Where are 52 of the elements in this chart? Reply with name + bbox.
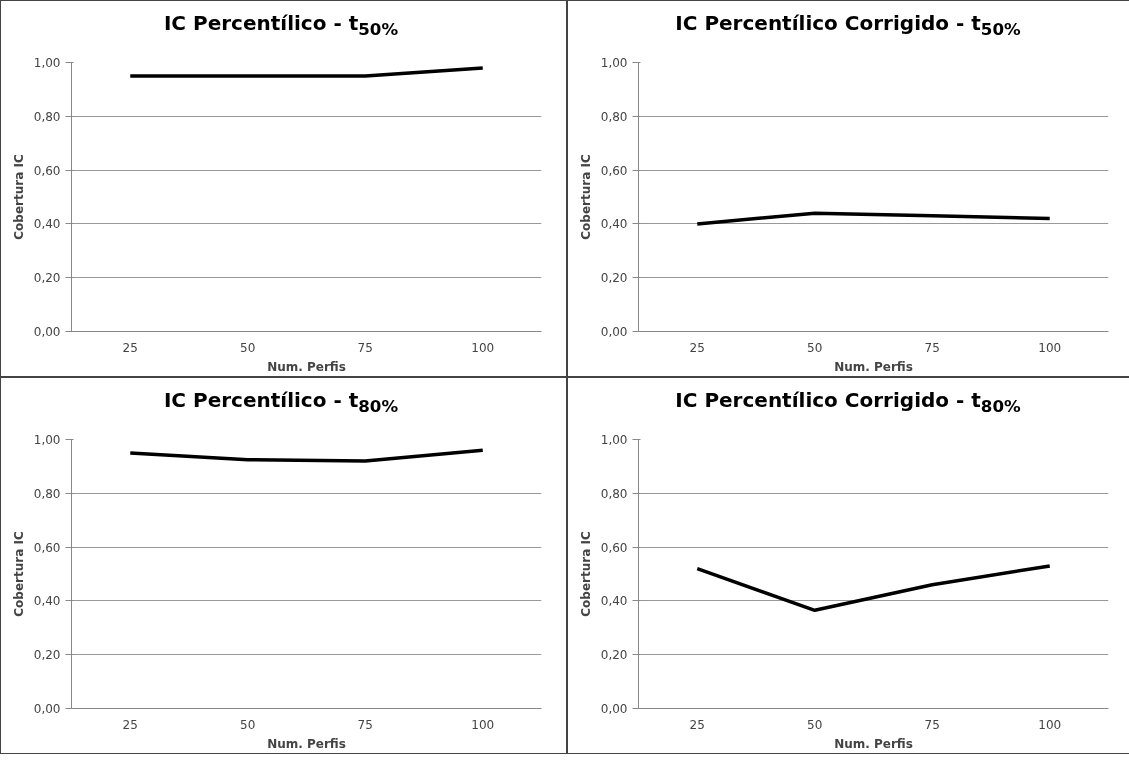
y-tick-label: 0,80	[33, 486, 61, 501]
x-tick-label: 50	[807, 340, 823, 355]
y-tick-label: 0,80	[600, 486, 628, 501]
y-tick-label: 1,00	[33, 56, 61, 70]
y-tick-label: 0,20	[600, 648, 628, 663]
x-tick-label: 100	[1038, 717, 1062, 732]
y-tick-label: 0,60	[600, 163, 628, 178]
y-tick-label: 0,40	[33, 594, 61, 609]
x-tick-label: 75	[924, 717, 940, 732]
x-tick-label: 100	[1038, 340, 1062, 355]
x-tick-label: 25	[122, 340, 138, 355]
y-tick-label: 0,40	[600, 217, 628, 232]
chart-title: IC Percentílico Corrigido - t$_{80%}$	[674, 387, 1022, 418]
y-tick-label: 0,40	[33, 217, 61, 232]
y-tick-label: 0,20	[600, 271, 628, 286]
x-axis-title: Num. Perfis	[834, 359, 913, 374]
x-tick-label: 75	[924, 340, 940, 355]
y-tick-label: 0,60	[33, 163, 61, 178]
y-tick-label: 0,20	[33, 648, 61, 663]
y-tick-label: 1,00	[33, 433, 61, 447]
x-tick-label: 100	[471, 717, 495, 732]
chart-title: IC Percentílico - t$_{50%}$	[162, 10, 400, 41]
y-tick-label: 0,40	[600, 594, 628, 609]
x-axis-title: Num. Perfis	[267, 359, 346, 374]
chart-title: IC Percentílico Corrigido - t$_{50%}$	[674, 10, 1022, 41]
x-tick-label: 50	[240, 717, 256, 732]
x-axis-title: Num. Perfis	[267, 736, 346, 751]
x-tick-label: 25	[122, 717, 138, 732]
x-tick-label: 25	[689, 340, 705, 355]
y-axis-title: Cobertura IC	[578, 531, 593, 617]
y-tick-label: 0,00	[33, 325, 61, 339]
y-tick-label: 0,60	[600, 540, 628, 555]
x-tick-label: 100	[471, 340, 495, 355]
y-axis-title: Cobertura IC	[11, 154, 26, 240]
x-axis-title: Num. Perfis	[834, 736, 913, 751]
y-tick-label: 0,20	[33, 271, 61, 286]
y-tick-label: 1,00	[600, 56, 628, 70]
y-tick-label: 0,80	[600, 109, 628, 124]
y-axis-title: Cobertura IC	[578, 154, 593, 240]
x-tick-label: 75	[357, 717, 373, 732]
x-tick-label: 50	[807, 717, 823, 732]
y-tick-label: 1,00	[600, 433, 628, 447]
x-tick-label: 75	[357, 340, 373, 355]
x-tick-label: 25	[689, 717, 705, 732]
y-tick-label: 0,00	[33, 702, 61, 716]
y-tick-label: 0,60	[33, 540, 61, 555]
y-tick-label: 0,00	[600, 702, 628, 716]
chart-title: IC Percentílico - t$_{80%}$	[162, 387, 400, 418]
y-axis-title: Cobertura IC	[11, 531, 26, 617]
y-tick-label: 0,80	[33, 109, 61, 124]
x-tick-label: 50	[240, 340, 256, 355]
y-tick-label: 0,00	[600, 325, 628, 339]
